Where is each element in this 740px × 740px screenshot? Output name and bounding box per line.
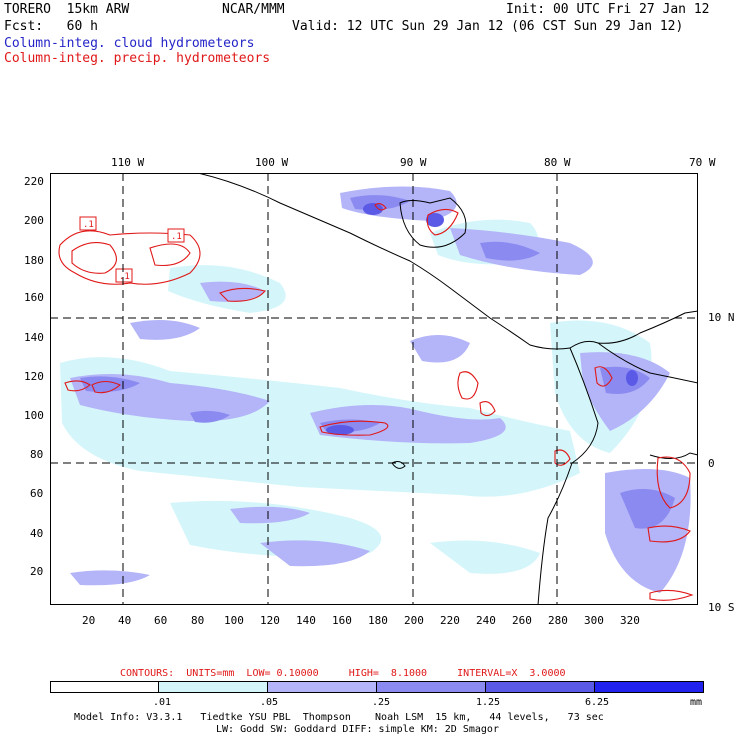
model-info-line1: Model Info: V3.3.1 Tiedtke YSU PBL Thomp… <box>74 712 604 723</box>
y-label-180: 180 <box>24 254 44 267</box>
x-label-300: 300 <box>584 614 604 627</box>
lat-label-10n: 10 N <box>708 311 735 324</box>
x-label-220: 220 <box>440 614 460 627</box>
colorbar-cell-5 <box>485 681 595 693</box>
lat-lon-grid <box>50 173 698 605</box>
contour-label-2: .1 <box>171 232 182 242</box>
x-label-200: 200 <box>404 614 424 627</box>
colorbar-cell-4 <box>376 681 486 693</box>
lon-label-70w: 70 W <box>689 156 716 169</box>
precip-contours <box>58 202 694 601</box>
colorbar-tick-4: 1.25 <box>476 697 501 708</box>
contour-label-boxes: .1 .1 .1 <box>79 216 185 283</box>
x-label-120: 120 <box>260 614 280 627</box>
y-label-60: 60 <box>30 487 44 500</box>
forecast-hour: Fcst: 60 h <box>4 19 98 34</box>
lon-label-80w: 80 W <box>544 156 571 169</box>
contours-info: CONTOURS: UNITS=mm LOW= 0.10000 HIGH= 8.… <box>120 668 566 679</box>
colorbar <box>50 681 704 693</box>
y-label-80: 80 <box>30 448 44 461</box>
x-label-40: 40 <box>118 614 132 627</box>
cloud-hydrometeor-shading <box>60 186 691 593</box>
colorbar-unit: mm <box>690 697 703 708</box>
model-info-line2: LW: Godd SW: Goddard DIFF: simple KM: 2D… <box>216 724 499 735</box>
y-label-140: 140 <box>24 331 44 344</box>
org-label: NCAR/MMM <box>222 2 285 17</box>
colorbar-cell-2 <box>158 681 268 693</box>
x-label-160: 160 <box>332 614 352 627</box>
lon-label-110w: 110 W <box>111 156 145 169</box>
lon-label-100w: 100 W <box>255 156 289 169</box>
lat-label-0: 0 <box>708 457 715 470</box>
colorbar-tick-2: .05 <box>260 697 279 708</box>
colorbar-cell-3 <box>267 681 377 693</box>
hydrometeor-map: .1 .1 .1 <box>50 173 698 605</box>
colorbar-tick-3: .25 <box>372 697 391 708</box>
lat-label-10s: 10 S <box>708 601 735 614</box>
x-label-280: 280 <box>548 614 568 627</box>
x-label-320: 320 <box>620 614 640 627</box>
contour-label-1: .1 <box>83 220 94 230</box>
field-precip-label: Column-integ. precip. hydrometeors <box>4 51 271 66</box>
colorbar-cell-1 <box>50 681 159 693</box>
x-label-60: 60 <box>154 614 168 627</box>
field-cloud-label: Column-integ. cloud hydrometeors <box>4 36 255 51</box>
init-time: Init: 00 UTC Fri 27 Jan 12 <box>506 2 710 17</box>
x-label-180: 180 <box>368 614 388 627</box>
map-frame <box>50 173 698 605</box>
contour-label-3: .1 <box>119 272 130 282</box>
colorbar-cell-6 <box>594 681 704 693</box>
x-label-240: 240 <box>476 614 496 627</box>
model-title: TORERO 15km ARW <box>4 2 130 17</box>
colorbar-tick-1: .01 <box>153 697 172 708</box>
colorbar-tick-5: 6.25 <box>585 697 610 708</box>
x-label-140: 140 <box>296 614 316 627</box>
lon-label-90w: 90 W <box>400 156 427 169</box>
y-label-20: 20 <box>30 565 44 578</box>
valid-time: Valid: 12 UTC Sun 29 Jan 12 (06 CST Sun … <box>292 19 684 34</box>
y-label-200: 200 <box>24 214 44 227</box>
y-label-220: 220 <box>24 175 44 188</box>
x-label-80: 80 <box>191 614 205 627</box>
y-label-120: 120 <box>24 370 44 383</box>
x-label-100: 100 <box>224 614 244 627</box>
x-label-260: 260 <box>512 614 532 627</box>
x-label-20: 20 <box>82 614 96 627</box>
y-label-160: 160 <box>24 291 44 304</box>
y-label-40: 40 <box>30 527 44 540</box>
y-label-100: 100 <box>24 409 44 422</box>
